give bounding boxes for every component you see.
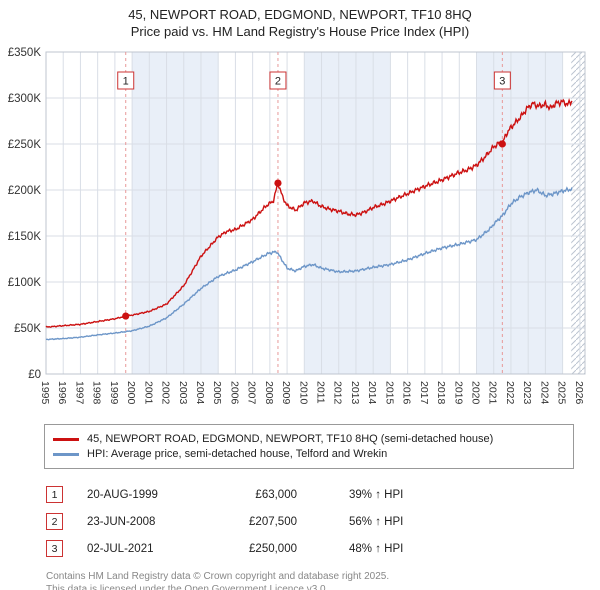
year-band [476,52,563,374]
chart-legend: 45, NEWPORT ROAD, EDGMOND, NEWPORT, TF10… [44,424,574,469]
future-hatch-region [571,52,585,374]
x-axis-label: 2007 [246,381,258,405]
x-axis-label: 2020 [470,381,482,405]
license-footer-line1: Contains HM Land Registry data © Crown c… [46,571,390,582]
transaction-price: £207,500 [249,515,297,528]
year-band [132,52,219,374]
license-footer-line2: This data is licensed under the Open Gov… [46,584,329,590]
x-axis-label: 2004 [194,381,206,405]
x-axis-label: 2002 [160,381,172,405]
x-axis-label: 1997 [73,381,85,405]
transaction-date: 20-AUG-1999 [87,488,158,501]
plot-border [45,51,586,375]
transaction-date: 23-JUN-2008 [87,515,156,528]
y-axis-label: £300K [8,93,42,105]
license-footer: Contains HM Land Registry data © Crown c… [46,570,600,590]
x-axis-label: 1995 [39,381,51,405]
series-line-property [45,97,573,328]
x-axis-label: 2014 [366,381,378,405]
legend-line-sample-property [53,437,79,441]
sale-number-box [117,71,135,90]
y-axis-label: £100K [8,277,42,289]
x-axis-label: 2026 [573,381,585,405]
series-line-hpi [45,186,573,341]
x-axis-label: 1999 [108,381,120,405]
x-axis-label: 2017 [418,381,430,405]
price-history-chart: 1 2 3 £0 £50K £100K £150K £200K £250K £300K £350K 1… [8,47,586,405]
x-axis-label: 2013 [349,381,361,405]
x-axis-label: 2018 [435,381,447,405]
x-axis-label: 2021 [487,381,499,405]
sale-marker [274,179,282,187]
x-axis-label: 2023 [521,381,533,405]
x-axis-label: 2011 [315,381,327,404]
y-axis-label: £150K [8,231,42,243]
legend-item-property: 45, NEWPORT ROAD, EDGMOND, NEWPORT, TF10… [53,433,565,445]
transaction-price: £63,000 [255,488,297,501]
legend-label-property: 45, NEWPORT ROAD, EDGMOND, NEWPORT, TF10… [87,433,494,445]
transaction-row: 3 02-JUL-2021 £250,000 48% ↑ HPI [46,535,600,562]
x-axis-label: 2005 [211,381,223,405]
x-axis-label: 2006 [228,381,240,405]
svg-text:3: 3 [499,76,505,88]
svg-text:2: 2 [275,76,281,88]
x-axis-label: 2009 [280,381,292,405]
y-axis-label: £50K [14,323,41,335]
y-axis-label: £0 [28,369,41,381]
transaction-hpi-diff: 56% ↑ HPI [349,515,404,528]
x-axis-label: 2019 [452,381,464,405]
x-axis-label: 2016 [401,381,413,405]
chart-title-line1: 45, NEWPORT ROAD, EDGMOND, NEWPORT, TF10… [128,7,472,22]
transaction-hpi-diff: 48% ↑ HPI [349,542,404,555]
x-axis-label: 2003 [177,381,189,405]
chart-title-line2: Price paid vs. HM Land Registry's House … [130,24,470,39]
x-axis-label: 2025 [556,381,568,405]
y-axis-label: £200K [8,185,42,197]
x-axis-label: 2015 [383,381,395,405]
transaction-number-box: 1 [46,486,63,503]
x-axis-label: 1996 [56,381,68,405]
legend-line-sample-hpi [53,452,79,456]
sale-number-box [269,71,287,90]
transactions-table: 1 20-AUG-1999 £63,000 39% ↑ HPI 2 23-JUN… [46,481,600,562]
y-axis-label: £350K [8,47,42,59]
y-axis-label: £250K [8,139,42,151]
x-axis-label: 2008 [263,381,275,405]
x-axis-label: 2000 [125,381,137,405]
x-axis-label: 2001 [142,381,154,405]
x-axis-label: 1998 [91,381,103,405]
legend-item-hpi: HPI: Average price, semi-detached house,… [53,448,565,460]
svg-text:1: 1 [123,76,129,88]
transaction-number-box: 2 [46,513,63,530]
x-axis-label: 2024 [538,381,550,405]
transaction-number-box: 3 [46,540,63,557]
transaction-row: 2 23-JUN-2008 £207,500 56% ↑ HPI [46,508,600,535]
transaction-hpi-diff: 39% ↑ HPI [349,488,404,501]
x-axis-label: 2010 [297,381,309,405]
x-axis-label: 2022 [504,381,516,405]
x-axis-label: 2012 [332,381,344,405]
sale-marker [498,140,506,148]
chart-title: 45, NEWPORT ROAD, EDGMOND, NEWPORT, TF10… [0,0,600,40]
transaction-row: 1 20-AUG-1999 £63,000 39% ↑ HPI [46,481,600,508]
transaction-price: £250,000 [249,542,297,555]
legend-label-hpi: HPI: Average price, semi-detached house,… [87,448,388,460]
transaction-date: 02-JUL-2021 [87,542,154,555]
sale-number-box [493,71,511,90]
sale-marker [122,312,130,320]
